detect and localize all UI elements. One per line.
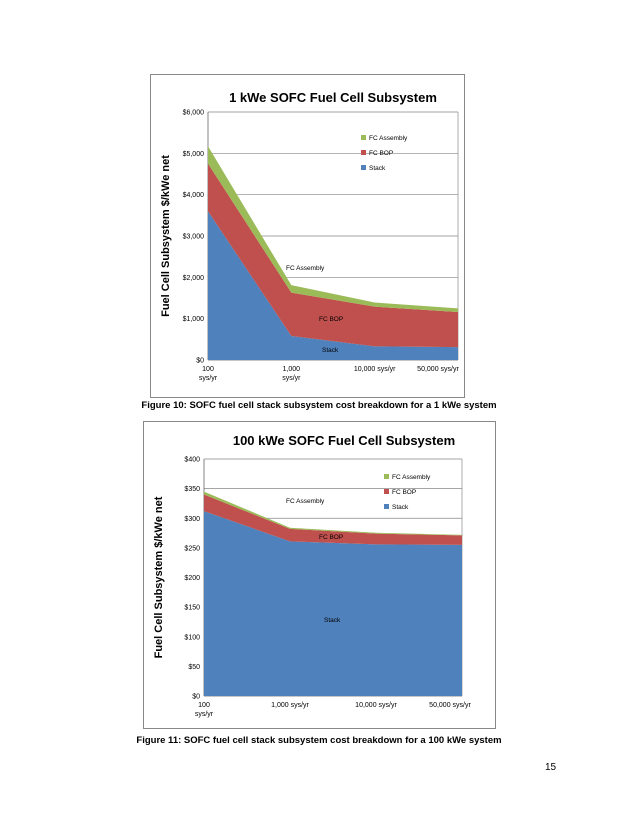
annotation-label: FC Assembly	[286, 265, 325, 272]
legend-entry: FC Assembly	[369, 135, 408, 142]
legend-entry: Stack	[369, 165, 386, 172]
annotation-label: FC BOP	[319, 316, 343, 323]
page-number: 15	[545, 762, 557, 773]
annotation-label: Stack	[322, 347, 339, 354]
area-series-stack	[204, 511, 462, 696]
x-tick-label: 50,000 sys/yr	[429, 702, 471, 709]
area-series-fc-bop	[208, 163, 458, 348]
y-tick-label: $6,000	[183, 110, 205, 117]
legend-swatch	[384, 504, 389, 509]
legend-entry: Stack	[392, 504, 409, 511]
legend-entry: FC BOP	[392, 489, 416, 496]
annotation-label: Stack	[324, 617, 341, 624]
legend-swatch	[384, 474, 389, 479]
chart-1kwe: 1 kWe SOFC Fuel Cell Subsystem Fuel Cell …	[150, 74, 465, 398]
annotation-label: FC BOP	[319, 534, 343, 541]
x-tick-label: sys/yr	[195, 711, 214, 718]
legend-swatch	[361, 165, 366, 170]
y-tick-label: $300	[184, 516, 200, 523]
figure-11-caption: Figure 11: SOFC fuel cell stack subsyste…	[136, 735, 502, 746]
area-series-stack	[208, 211, 458, 360]
x-tick-label: 10,000 sys/yr	[354, 366, 396, 373]
y-tick-label: $50	[188, 664, 200, 671]
x-tick-label: 100	[198, 702, 210, 709]
area-series-fc-bop	[204, 494, 462, 545]
legend-swatch	[384, 489, 389, 494]
y-tick-label: $0	[192, 694, 200, 701]
chart-100kwe: 100 kWe SOFC Fuel Cell Subsystem Fuel Cel…	[143, 421, 496, 729]
legend-entry: FC Assembly	[392, 474, 431, 481]
chart-title: 100 kWe SOFC Fuel Cell Subsystem	[233, 433, 455, 448]
x-tick-label: 1,000	[283, 366, 301, 373]
y-tick-label: $3,000	[183, 234, 205, 241]
x-tick-label: sys/yr	[199, 375, 218, 382]
figure-10-caption: Figure 10: SOFC fuel cell stack subsyste…	[141, 400, 497, 411]
area-series-fc-assembly	[204, 491, 462, 536]
legend-swatch	[361, 135, 366, 140]
y-tick-label: $2,000	[183, 275, 205, 282]
y-tick-label: $0	[196, 358, 204, 365]
legend-entry: FC BOP	[369, 150, 393, 157]
y-tick-label: $150	[184, 605, 200, 612]
y-tick-label: $100	[184, 634, 200, 641]
x-tick-label: 100	[202, 366, 214, 373]
annotation-label: FC Assembly	[286, 498, 325, 505]
x-tick-label: 10,000 sys/yr	[355, 702, 397, 709]
y-axis-label: Fuel Cell Subsystem $/kWe net	[153, 496, 165, 658]
chart-1kwe-svg: 1 kWe SOFC Fuel Cell Subsystem Fuel Cell …	[160, 90, 459, 382]
legend-swatch	[361, 150, 366, 155]
x-tick-label: sys/yr	[282, 375, 301, 382]
y-tick-label: $200	[184, 575, 200, 582]
y-tick-label: $4,000	[183, 192, 205, 199]
y-tick-label: $5,000	[183, 151, 205, 158]
y-axis-label: Fuel Cell Subsystem $/kWe net	[160, 155, 172, 317]
y-tick-label: $350	[184, 486, 200, 493]
y-tick-label: $250	[184, 545, 200, 552]
x-tick-label: 1,000 sys/yr	[271, 702, 309, 709]
y-tick-label: $400	[184, 457, 200, 464]
x-tick-label: 50,000 sys/yr	[417, 366, 459, 373]
y-tick-label: $1,000	[183, 316, 205, 323]
chart-100kwe-svg: 100 kWe SOFC Fuel Cell Subsystem Fuel Cel…	[153, 433, 471, 718]
chart-title: 1 kWe SOFC Fuel Cell Subsystem	[229, 90, 437, 105]
